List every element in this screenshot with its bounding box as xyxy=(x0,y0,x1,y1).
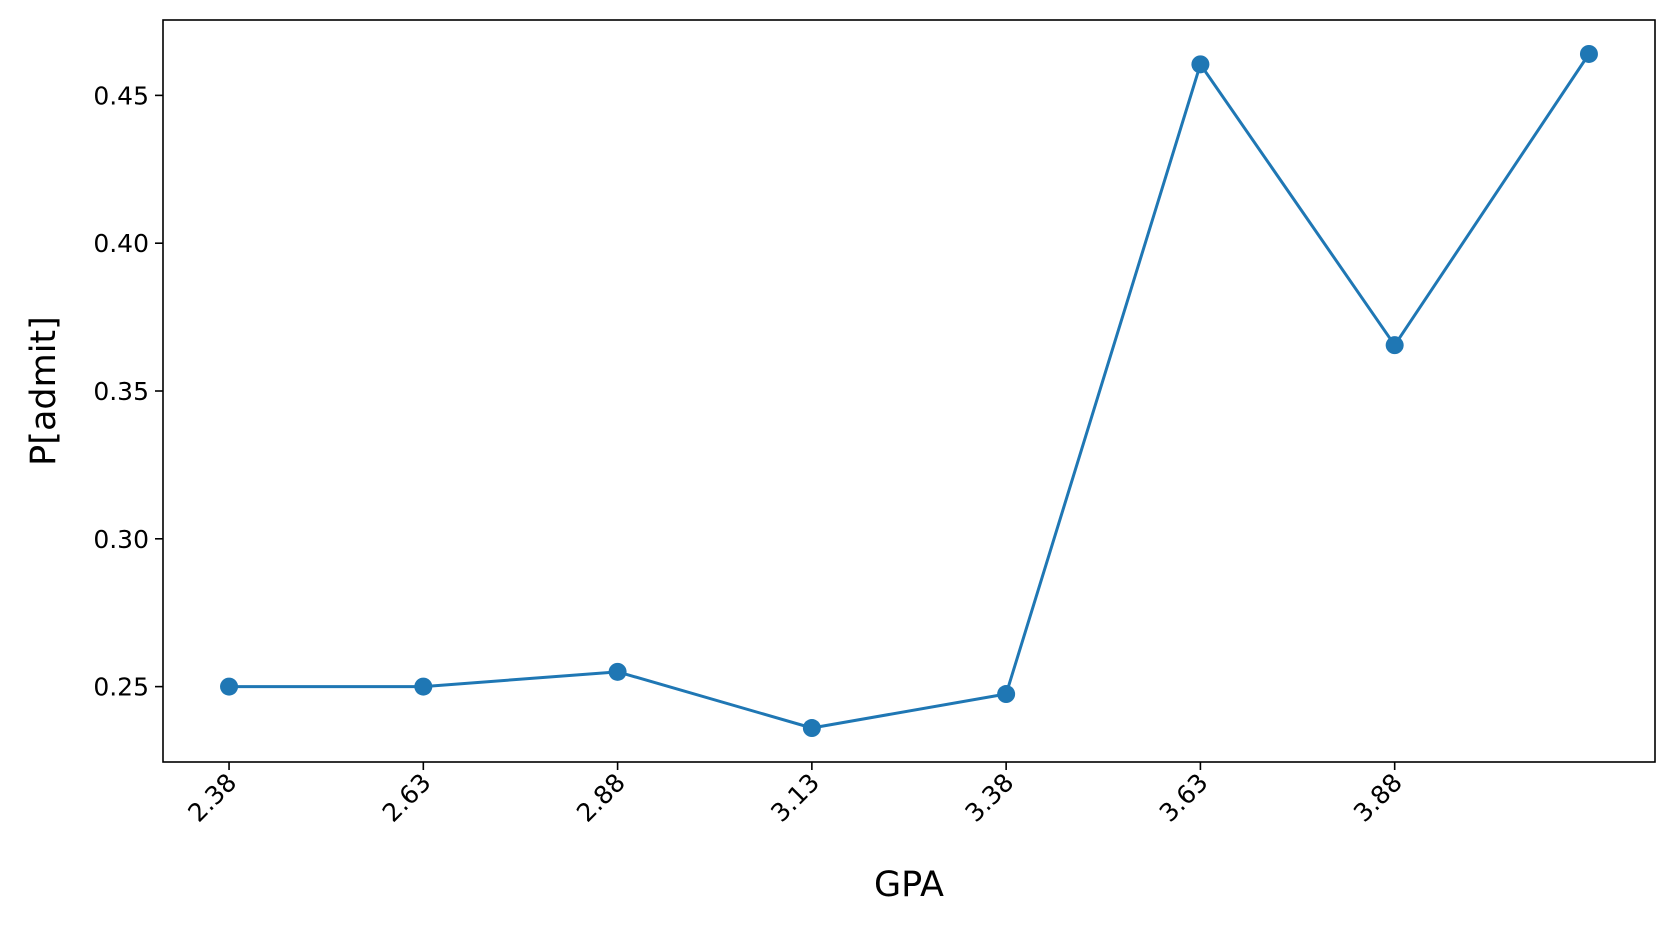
y-tick-label: 0.30 xyxy=(93,525,149,554)
x-tick-label: 2.88 xyxy=(571,768,631,828)
data-point xyxy=(1579,44,1598,63)
data-point xyxy=(220,677,239,696)
series-layer xyxy=(220,44,1598,738)
x-tick-label: 3.13 xyxy=(765,768,825,828)
x-tick-label: 3.88 xyxy=(1348,768,1408,828)
x-tick-label: 2.63 xyxy=(377,768,437,828)
series-line xyxy=(229,53,1591,730)
data-point xyxy=(1385,336,1404,355)
y-tick-label: 0.35 xyxy=(93,377,149,406)
x-tick-label: 3.38 xyxy=(960,768,1020,828)
y-tick-label: 0.25 xyxy=(93,673,149,702)
data-point xyxy=(608,662,627,681)
x-tick-label: 3.63 xyxy=(1154,768,1214,828)
y-tick-label: 0.40 xyxy=(93,229,149,258)
y-tick-label: 0.45 xyxy=(93,81,149,110)
y-axis-ticks: 0.25 0.30 0.35 0.40 0.45 xyxy=(93,81,163,702)
y-axis-label: P[admit] xyxy=(24,316,64,466)
data-point xyxy=(997,685,1016,704)
plot-frame xyxy=(162,19,1656,763)
x-tick-label: 2.38 xyxy=(182,768,242,828)
x-axis-label: GPA xyxy=(874,865,944,905)
data-point xyxy=(414,677,433,696)
data-point xyxy=(1191,55,1210,74)
x-axis-ticks: 2.38 2.63 2.88 3.13 3.38 3.63 3.88 xyxy=(182,762,1408,828)
data-point xyxy=(802,719,821,738)
